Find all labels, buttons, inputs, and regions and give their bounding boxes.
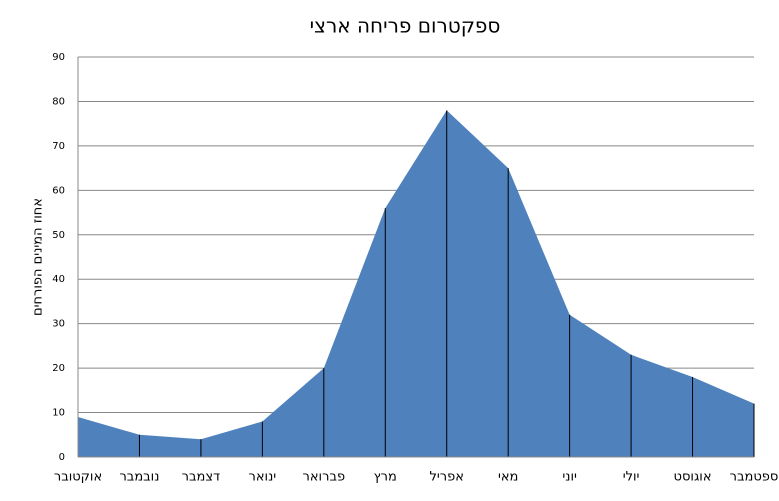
x-tick-label: ינואר [249,470,277,485]
y-axis-label: אחוז המינים הפורחים [31,198,46,316]
x-tick-label: דצמבר [182,470,221,485]
y-tick-label: 70 [52,141,65,152]
chart-title: ספקטרום פריחה ארצי [310,14,501,38]
x-tick-label: נובמבר [119,470,159,485]
y-tick-label: 40 [52,274,65,285]
x-tick-label: פברואר [303,470,346,485]
y-tick-label: 80 [52,96,65,107]
x-tick-label: מרץ [374,470,397,485]
y-tick-label: 50 [52,230,65,241]
y-tick-label: 30 [52,319,65,330]
y-tick-label: 0 [59,452,65,463]
y-tick-label: 90 [52,52,65,63]
y-tick-label: 10 [52,408,65,419]
x-tick-label: יולי [623,470,640,485]
x-tick-label: אוגוסט [674,470,712,485]
x-tick-label: מאי [498,470,518,485]
y-tick-label: 20 [52,363,65,374]
x-tick-label: אוקטובר [54,470,102,485]
x-tick-label: ספטמבר [730,470,779,485]
x-tick-label: יוני [562,470,577,485]
x-tick-label: אפריל [430,470,464,485]
area [78,110,754,457]
y-tick-label: 60 [52,185,65,196]
